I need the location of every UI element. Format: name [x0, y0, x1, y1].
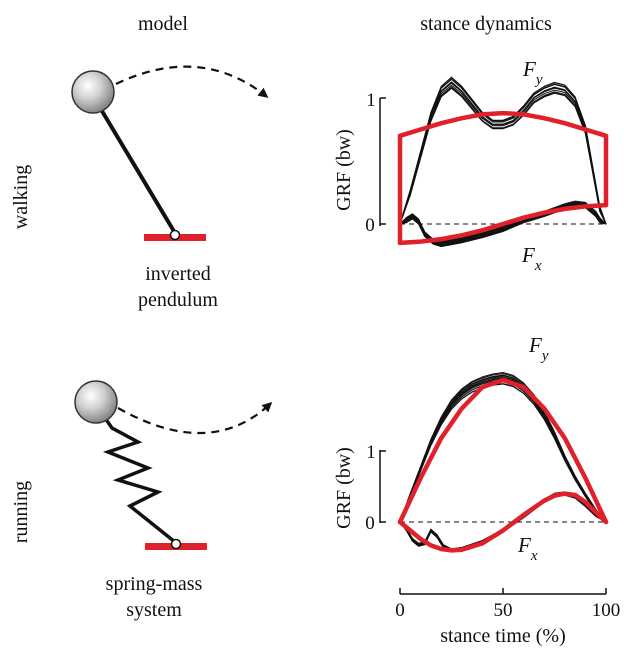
running-measured-Fy-trace [399, 379, 607, 523]
spring-mass-label-line1: spring-mass [106, 573, 203, 595]
trajectory-arrow-walking [115, 65, 269, 98]
running-measured-Fy-trace [399, 374, 607, 523]
running-measured-Fy-trace [399, 383, 607, 523]
running-grf-chart: 1 0 GRF (bw) Fy Fx 0 50 100 stance time … [333, 333, 620, 647]
pivot-joint-walking [169, 229, 181, 241]
running-fy-main: F [528, 333, 542, 357]
walking-fx-label: Fx [521, 243, 542, 274]
walking-measured-traces [399, 76, 607, 247]
spring-leg [102, 416, 177, 544]
walking-model-traces [397, 110, 609, 246]
walking-fy-sub: y [534, 72, 543, 88]
running-measured-Fy-trace [399, 376, 607, 523]
running-model-Fy-curve [397, 377, 609, 525]
running-ytick-label-0: 0 [365, 513, 375, 534]
walking-measured-Fx-trace [399, 206, 607, 247]
running-fy-label: Fy [528, 333, 549, 364]
running-model-traces [397, 377, 609, 553]
walking-fx-sub: x [534, 258, 542, 274]
walking-fy-label: Fy [522, 57, 543, 88]
running-model-Fx-curve [397, 491, 609, 553]
running-row-label: running [10, 481, 32, 543]
walking-model-Fy-curve [397, 110, 609, 139]
walking-ytick-label-0: 0 [365, 215, 375, 236]
walking-row-label: walking [10, 165, 32, 229]
xtick-label-50: 50 [494, 600, 513, 621]
walking-y-axis-label: GRF (bw) [333, 129, 355, 211]
running-measured-Fy-trace [399, 377, 607, 523]
inverted-pendulum-model [71, 65, 269, 241]
walking-ytick-label-1: 1 [366, 90, 376, 111]
x-axis-label: stance time (%) [440, 625, 566, 647]
running-fy-sub: y [540, 348, 549, 364]
trajectory-arrow-running [117, 401, 273, 435]
running-measured-Fy-trace [399, 381, 607, 523]
walking-measured-Fy-trace [399, 78, 607, 225]
stance-dynamics-header: stance dynamics [420, 13, 552, 35]
pivot-joint-running [170, 538, 182, 550]
running-ytick-label-1: 1 [366, 442, 376, 463]
running-measured-Fy-trace [399, 373, 607, 523]
running-measured-Fx-trace [399, 491, 607, 551]
xtick-label-0: 0 [395, 600, 405, 621]
walking-measured-Fx-trace [399, 200, 607, 243]
spring-mass [74, 380, 118, 424]
running-measured-Fy-trace [399, 383, 607, 523]
inverted-pendulum-label-line2: pendulum [138, 289, 218, 311]
running-measured-Fy-trace [399, 378, 607, 523]
walking-measured-Fy-trace [399, 86, 607, 225]
spring-mass-label-line2: system [126, 599, 182, 621]
running-measured-Fx-trace [399, 491, 607, 550]
pendulum-mass [71, 70, 115, 114]
running-fx-label: Fx [517, 533, 538, 564]
spring-mass-model [74, 380, 273, 550]
running-measured-Fy-trace [399, 375, 607, 523]
inverted-pendulum-label-line1: inverted [145, 263, 211, 285]
xtick-label-100: 100 [592, 600, 621, 621]
model-header: model [138, 13, 188, 35]
walking-fy-main: F [522, 57, 536, 81]
running-measured-Fx-trace [399, 493, 607, 550]
walking-grf-chart: 1 0 GRF (bw) Fy Fx [333, 57, 609, 274]
walking-measured-Fy-trace [399, 82, 607, 225]
running-measured-Fx-trace [399, 494, 607, 551]
running-measured-Fy-trace [399, 372, 607, 523]
running-y-axis-label: GRF (bw) [333, 447, 355, 529]
running-measured-Fy-trace [399, 380, 607, 523]
walking-fx-main: F [521, 243, 535, 267]
walking-model-Fx-curve [397, 202, 609, 246]
running-fx-sub: x [530, 548, 538, 564]
running-fx-main: F [517, 533, 531, 557]
pendulum-leg [91, 94, 177, 235]
running-measured-Fx-trace [399, 492, 607, 550]
